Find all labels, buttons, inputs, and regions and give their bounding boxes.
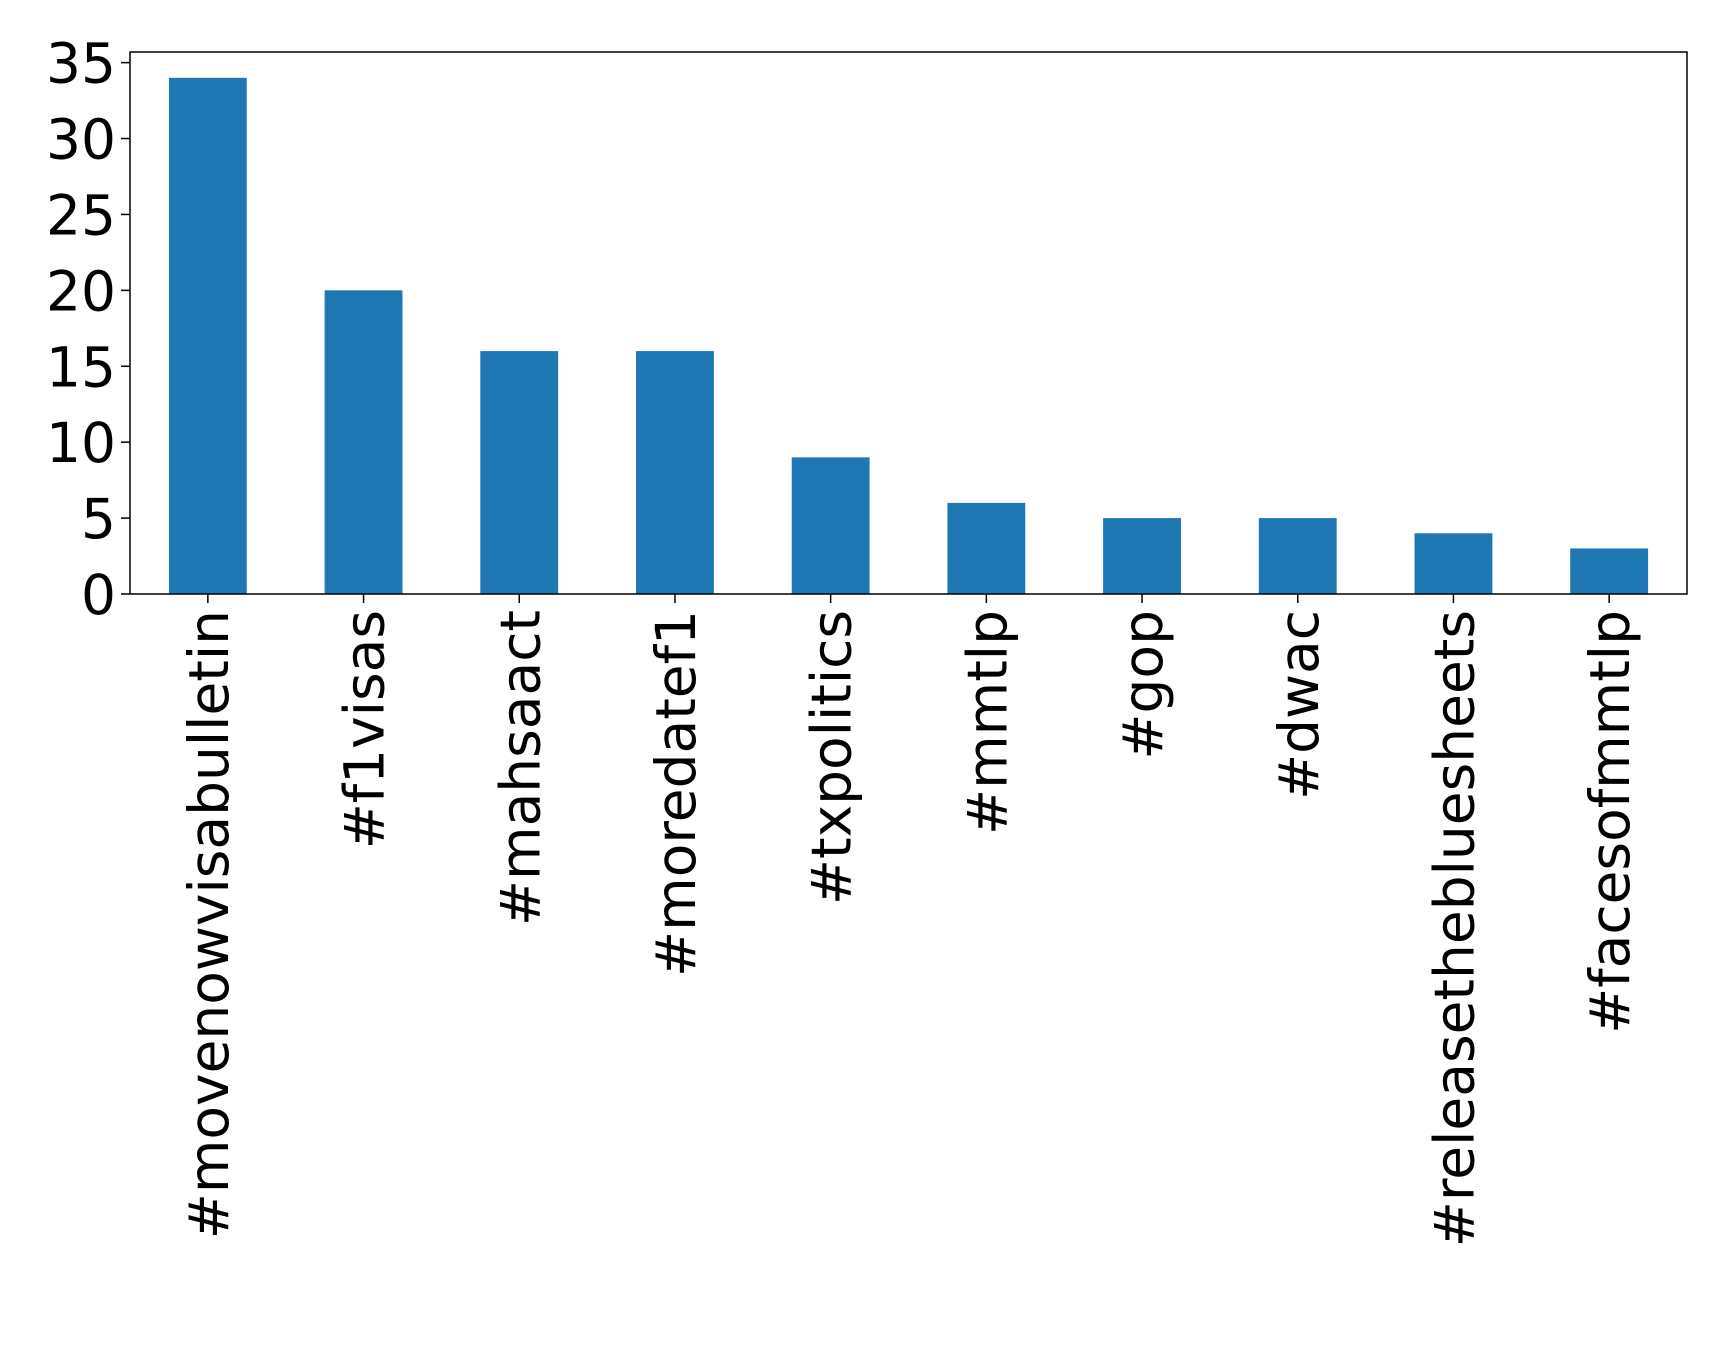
y-tick-label: 30 — [46, 108, 116, 172]
x-tick-label: #txpolitics — [800, 610, 864, 905]
y-tick-label: 25 — [46, 183, 116, 247]
x-tick-label: #movenowvisabulletin — [177, 610, 241, 1239]
bar — [480, 351, 559, 594]
plot-frame — [129, 51, 1688, 595]
y-tick-label: 15 — [46, 335, 116, 399]
x-tick-label: #mmtlp — [955, 610, 1019, 835]
bar — [1414, 533, 1493, 594]
y-tick-label: 0 — [81, 563, 116, 627]
bar — [1258, 518, 1337, 594]
x-tick-label: #f1visas — [333, 610, 397, 849]
bar — [791, 457, 870, 594]
x-tick-label: #mahsaact — [488, 610, 552, 926]
y-tick-label: 5 — [81, 487, 116, 551]
bar — [1103, 518, 1181, 594]
x-tick-label: #facesofmmtlp — [1578, 610, 1642, 1034]
x-tick-label: #releasethebluesheets — [1422, 610, 1486, 1247]
x-tick-label: #moredatef1 — [644, 610, 708, 977]
bar — [947, 502, 1026, 594]
y-tick-label: 35 — [46, 32, 116, 96]
y-tick-label: 10 — [46, 411, 116, 475]
bar — [636, 351, 714, 594]
x-tick-label: #dwac — [1267, 610, 1331, 800]
bar — [168, 77, 247, 595]
y-tick-label: 20 — [46, 259, 116, 323]
bar — [1570, 548, 1649, 594]
x-tick-label: #gop — [1111, 610, 1175, 760]
bar — [324, 290, 403, 594]
